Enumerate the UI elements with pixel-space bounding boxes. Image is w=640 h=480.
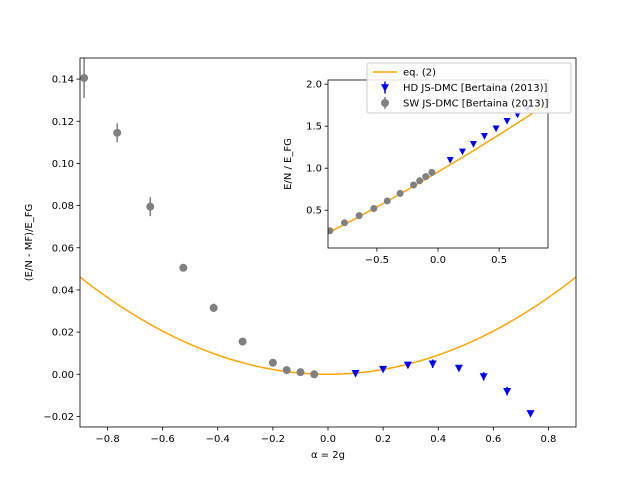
- inset-sw-point: [428, 168, 436, 176]
- main-hd-point: [479, 373, 488, 381]
- main-x-tick-label: −0.4: [206, 434, 230, 445]
- main-sw-point: [113, 128, 122, 137]
- inset-hd-point: [446, 157, 454, 164]
- main-y-tick-label: −0.02: [43, 412, 74, 423]
- main-data: [80, 58, 576, 418]
- main-curve-line: [80, 276, 576, 376]
- inset-sw-point: [410, 181, 418, 189]
- inset-hd-point: [492, 125, 500, 133]
- inset-x-tick-label: 0.5: [491, 255, 507, 266]
- main-y-tick-label: 0.06: [52, 243, 74, 254]
- main-hd-point: [503, 387, 512, 396]
- main-hd-point: [403, 361, 412, 370]
- inset-hd-point: [503, 117, 511, 125]
- main-sw-point: [282, 366, 291, 375]
- main-x-tick-label: 0.2: [375, 434, 391, 445]
- main-sw-point: [238, 337, 247, 346]
- inset-sw-point: [383, 197, 391, 205]
- main-y-tick-label: 0.08: [52, 201, 74, 212]
- inset-sw-point: [416, 177, 424, 185]
- main-sw-point: [268, 358, 277, 367]
- inset-sw-point: [396, 189, 404, 197]
- main-y-tick-label: 0.00: [52, 370, 74, 381]
- main-hd-point: [351, 370, 360, 378]
- legend-eq2-label: eq. (2): [403, 68, 436, 79]
- main-x-tick-label: 0.6: [485, 434, 501, 445]
- main-sw-point: [296, 368, 305, 377]
- inset-sw-point: [370, 205, 378, 213]
- inset-curve-line: [328, 102, 548, 234]
- inset-y-tick-label: 2.0: [306, 80, 322, 91]
- main-x-tick-label: −0.6: [151, 434, 175, 445]
- main-x-tick-label: 0.4: [430, 434, 446, 445]
- inset-y-tick-label: 0.5: [306, 206, 322, 217]
- main-sw-point: [209, 303, 218, 312]
- inset-hd-point: [458, 148, 466, 156]
- inset-sw-point: [341, 219, 348, 227]
- legend-sw-label: SW JS-DMC [Bertaina (2013)]: [403, 99, 549, 110]
- inset-y-tick-label: 1.5: [306, 122, 322, 133]
- legend: eq. (2) HD JS-DMC [Bertaina (2013)] SW JS-…: [366, 62, 572, 114]
- legend-hd-label: HD JS-DMC [Bertaina (2013)]: [403, 83, 548, 94]
- main-hd-point: [526, 410, 535, 418]
- main-x-tick-label: 0.8: [540, 434, 556, 445]
- main-y-axis-label: (E/N - MF)/E_FG: [24, 204, 35, 282]
- main-y-tick-label: 0.12: [52, 117, 74, 128]
- inset-sw-point: [328, 227, 334, 235]
- legend-box: [366, 62, 572, 114]
- main-x-axis-label: α = 2g: [311, 450, 345, 461]
- main-sw-point: [179, 263, 188, 272]
- main-y-tick-label: 0.14: [52, 75, 74, 86]
- main-x-tick-label: −0.8: [95, 434, 119, 445]
- main-hd-point: [428, 360, 437, 369]
- inset-sw-point: [355, 212, 363, 220]
- main-y-tick-label: 0.04: [52, 285, 74, 296]
- inset-y-axis-label: E/N / E_FG: [283, 138, 294, 190]
- main-x-tick-label: −0.2: [261, 434, 285, 445]
- main-hd-point: [454, 364, 463, 373]
- inset-sw-point: [422, 173, 430, 181]
- inset-x-tick-label: 0.0: [430, 255, 446, 266]
- main-sw-point: [310, 370, 319, 379]
- inset-x-tick-label: −0.5: [365, 255, 389, 266]
- legend-hd-swatch: [381, 84, 389, 92]
- inset-y-tick-label: 1.0: [306, 164, 322, 175]
- main-hd-point: [379, 365, 388, 374]
- main-sw-point: [146, 202, 155, 211]
- inset-hd-point: [480, 133, 488, 140]
- inset-hd-point: [469, 141, 477, 148]
- main-x-tick-label: 0.0: [320, 434, 336, 445]
- main-sw-point: [80, 74, 89, 83]
- main-y-tick-label: 0.02: [52, 328, 74, 339]
- main-y-tick-label: 0.10: [52, 159, 74, 170]
- legend-sw-swatch: [381, 99, 389, 107]
